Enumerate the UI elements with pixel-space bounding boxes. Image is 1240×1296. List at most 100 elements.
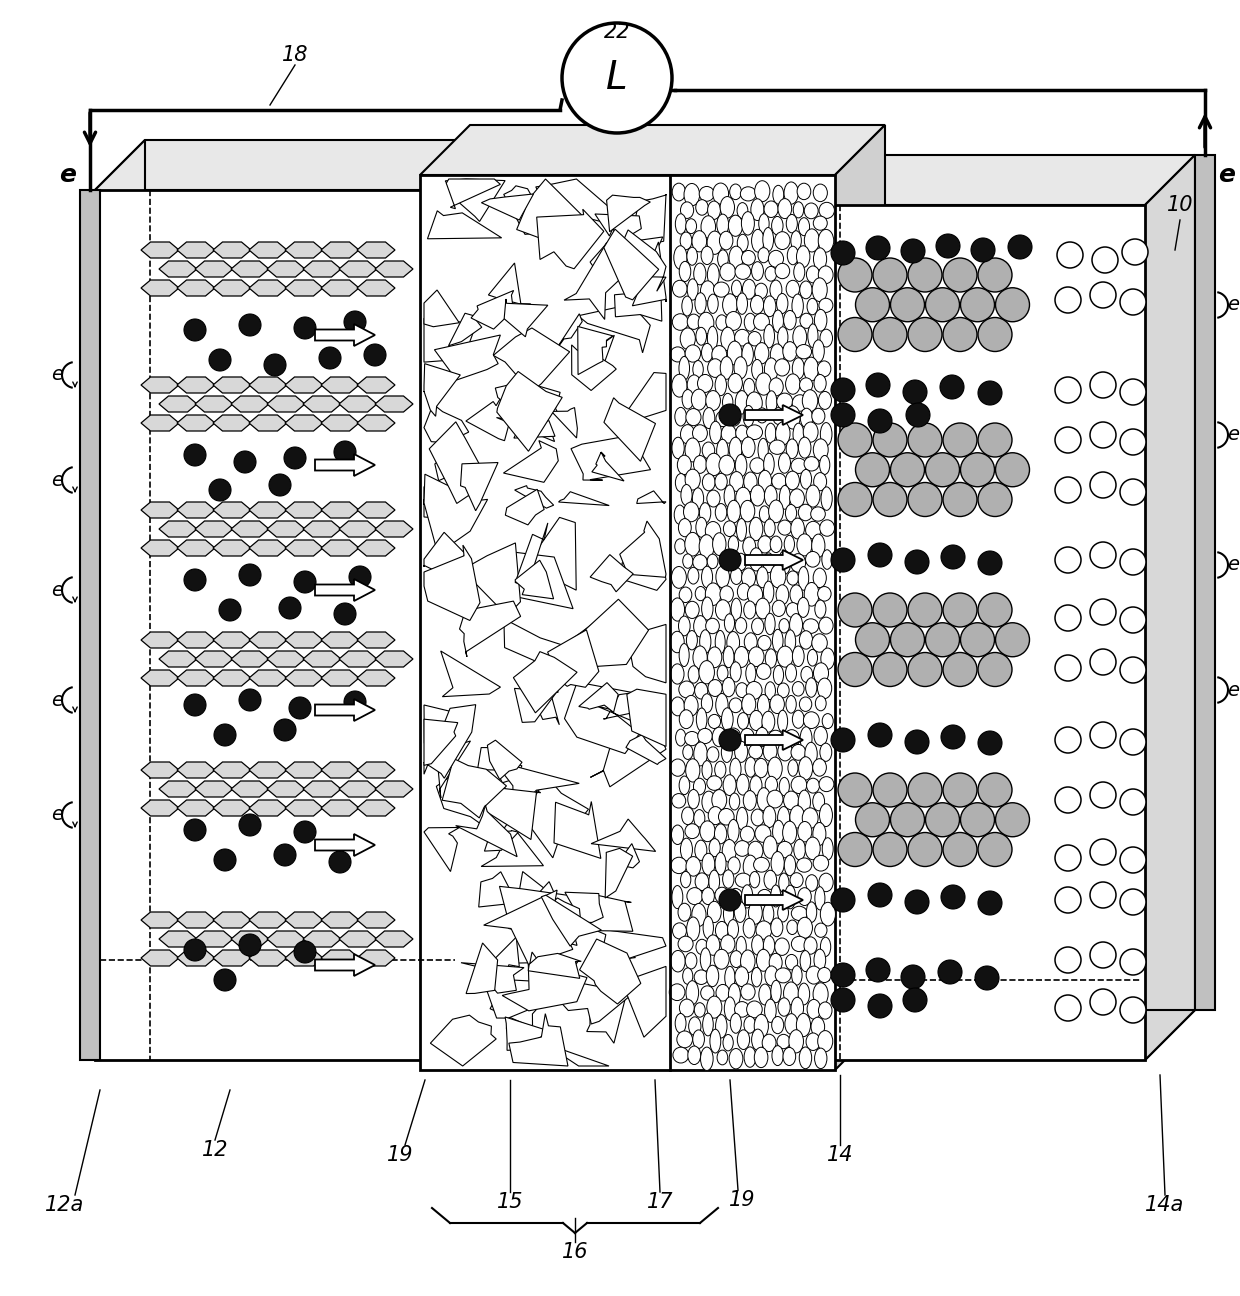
Ellipse shape bbox=[740, 728, 754, 745]
Ellipse shape bbox=[751, 967, 761, 988]
Ellipse shape bbox=[763, 553, 774, 573]
Ellipse shape bbox=[694, 840, 707, 861]
Ellipse shape bbox=[684, 438, 701, 461]
Ellipse shape bbox=[717, 439, 728, 463]
Ellipse shape bbox=[712, 727, 727, 746]
Ellipse shape bbox=[714, 824, 727, 844]
Circle shape bbox=[942, 594, 977, 627]
Ellipse shape bbox=[813, 473, 827, 491]
Ellipse shape bbox=[715, 504, 727, 521]
Ellipse shape bbox=[771, 885, 781, 907]
Circle shape bbox=[294, 820, 316, 842]
Polygon shape bbox=[213, 540, 250, 556]
Polygon shape bbox=[213, 280, 250, 295]
Ellipse shape bbox=[727, 407, 742, 426]
Circle shape bbox=[294, 318, 316, 340]
Polygon shape bbox=[476, 831, 518, 851]
Ellipse shape bbox=[724, 485, 735, 508]
Ellipse shape bbox=[692, 425, 707, 442]
Polygon shape bbox=[374, 260, 413, 277]
Circle shape bbox=[942, 318, 977, 351]
Ellipse shape bbox=[791, 518, 805, 539]
Ellipse shape bbox=[728, 920, 739, 938]
Polygon shape bbox=[552, 407, 578, 438]
Ellipse shape bbox=[806, 521, 821, 539]
Ellipse shape bbox=[797, 183, 811, 200]
Ellipse shape bbox=[773, 1046, 784, 1065]
Ellipse shape bbox=[697, 708, 707, 731]
Polygon shape bbox=[745, 404, 804, 425]
Circle shape bbox=[719, 550, 742, 572]
Circle shape bbox=[866, 236, 890, 260]
Circle shape bbox=[890, 802, 925, 837]
Circle shape bbox=[941, 724, 965, 749]
Ellipse shape bbox=[784, 791, 799, 810]
Circle shape bbox=[940, 375, 963, 399]
Ellipse shape bbox=[818, 266, 833, 284]
Ellipse shape bbox=[709, 839, 720, 857]
Circle shape bbox=[996, 452, 1029, 487]
Ellipse shape bbox=[734, 1002, 749, 1017]
Polygon shape bbox=[159, 781, 197, 797]
Circle shape bbox=[210, 349, 231, 371]
Ellipse shape bbox=[696, 940, 708, 955]
Circle shape bbox=[908, 258, 942, 292]
Ellipse shape bbox=[765, 424, 776, 443]
Text: 18: 18 bbox=[281, 45, 309, 65]
Ellipse shape bbox=[735, 425, 749, 441]
Polygon shape bbox=[95, 140, 145, 1060]
Polygon shape bbox=[494, 761, 579, 805]
Ellipse shape bbox=[784, 181, 799, 205]
Polygon shape bbox=[554, 1050, 609, 1067]
Circle shape bbox=[215, 724, 236, 746]
Polygon shape bbox=[622, 967, 666, 1037]
Ellipse shape bbox=[696, 328, 707, 345]
Ellipse shape bbox=[681, 839, 692, 861]
Text: e: e bbox=[1219, 163, 1235, 187]
Ellipse shape bbox=[764, 201, 779, 218]
Polygon shape bbox=[213, 762, 250, 778]
Ellipse shape bbox=[696, 517, 707, 538]
Polygon shape bbox=[141, 950, 179, 966]
Circle shape bbox=[1055, 377, 1081, 403]
Polygon shape bbox=[159, 651, 197, 667]
Ellipse shape bbox=[708, 714, 720, 728]
Ellipse shape bbox=[678, 936, 693, 951]
Polygon shape bbox=[622, 237, 662, 266]
Ellipse shape bbox=[720, 552, 735, 568]
Ellipse shape bbox=[765, 682, 775, 700]
Ellipse shape bbox=[763, 836, 777, 858]
Text: 12: 12 bbox=[202, 1140, 228, 1160]
Circle shape bbox=[1120, 289, 1146, 315]
Ellipse shape bbox=[785, 664, 796, 682]
Ellipse shape bbox=[813, 216, 827, 231]
Ellipse shape bbox=[724, 967, 735, 989]
Ellipse shape bbox=[758, 535, 771, 553]
Ellipse shape bbox=[730, 568, 743, 584]
Polygon shape bbox=[195, 260, 233, 277]
Ellipse shape bbox=[738, 583, 750, 600]
Ellipse shape bbox=[722, 743, 733, 762]
Ellipse shape bbox=[756, 566, 768, 588]
Polygon shape bbox=[565, 892, 603, 923]
Polygon shape bbox=[303, 260, 341, 277]
Circle shape bbox=[978, 482, 1012, 517]
Polygon shape bbox=[471, 290, 515, 329]
Circle shape bbox=[219, 599, 241, 621]
Circle shape bbox=[868, 723, 892, 746]
Ellipse shape bbox=[707, 555, 718, 569]
Circle shape bbox=[868, 410, 892, 433]
Ellipse shape bbox=[717, 665, 728, 682]
Ellipse shape bbox=[672, 566, 687, 588]
Polygon shape bbox=[590, 228, 627, 270]
Ellipse shape bbox=[812, 634, 827, 652]
Ellipse shape bbox=[771, 918, 782, 937]
Ellipse shape bbox=[681, 425, 694, 445]
Ellipse shape bbox=[720, 934, 735, 954]
Ellipse shape bbox=[749, 710, 763, 731]
Polygon shape bbox=[231, 651, 269, 667]
Ellipse shape bbox=[751, 1029, 764, 1050]
Ellipse shape bbox=[740, 950, 755, 972]
Ellipse shape bbox=[754, 858, 769, 872]
Ellipse shape bbox=[701, 281, 714, 301]
